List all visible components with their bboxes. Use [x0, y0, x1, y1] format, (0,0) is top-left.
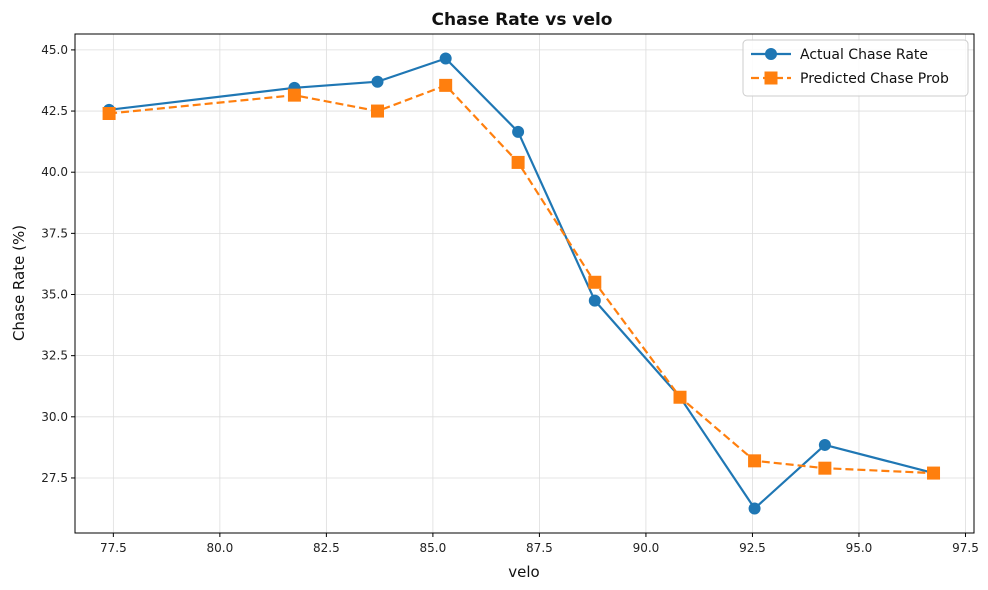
series-layer	[102, 52, 941, 515]
y-tick-label: 37.5	[41, 226, 68, 240]
legend-marker	[764, 71, 778, 85]
series-line	[108, 57, 934, 510]
data-point	[371, 75, 384, 88]
y-tick-label: 27.5	[41, 471, 68, 485]
legend: Actual Chase Rate Predicted Chase Prob	[742, 39, 969, 97]
data-point	[818, 461, 832, 475]
data-point	[927, 466, 941, 480]
x-axis-title: velo	[508, 563, 539, 581]
x-tick-label: 90.0	[633, 541, 660, 555]
x-tick-label: 87.5	[526, 541, 553, 555]
data-point	[673, 390, 687, 404]
data-point	[371, 104, 385, 118]
data-point	[748, 502, 761, 515]
data-point	[748, 454, 762, 468]
data-point	[512, 125, 525, 138]
y-tick-label: 42.5	[41, 104, 68, 118]
y-axis-title: Chase Rate (%)	[10, 225, 28, 341]
data-point	[287, 88, 301, 102]
x-tick-label: 80.0	[207, 541, 234, 555]
x-axis: 77.5 80.0 82.5 85.0 87.5 90.0 92.5 95.0 97.5	[100, 533, 979, 555]
x-tick-label: 97.5	[952, 541, 979, 555]
x-tick-label: 85.0	[420, 541, 447, 555]
plot-area-frame	[74, 33, 975, 534]
series-2	[102, 78, 941, 480]
data-point	[439, 52, 452, 65]
y-tick-label: 32.5	[41, 349, 68, 363]
data-point	[511, 155, 525, 169]
chart-title: Chase Rate vs velo	[432, 10, 613, 30]
data-point	[439, 78, 453, 92]
legend-marker	[765, 48, 777, 60]
y-tick-label: 35.0	[41, 288, 68, 302]
series-line	[108, 84, 934, 475]
data-point	[818, 438, 831, 451]
x-tick-label: 82.5	[313, 541, 340, 555]
y-tick-label: 30.0	[41, 410, 68, 424]
x-tick-label: 92.5	[739, 541, 766, 555]
legend-label: Actual Chase Rate	[800, 47, 928, 63]
y-tick-label: 40.0	[41, 165, 68, 179]
x-tick-label: 95.0	[846, 541, 873, 555]
x-tick-label: 77.5	[100, 541, 127, 555]
data-point	[102, 106, 116, 120]
y-axis: 27.5 30.0 32.5 35.0 37.5 40.0 42.5 45.0	[41, 43, 75, 485]
legend-box	[742, 39, 969, 97]
data-point	[588, 294, 601, 307]
legend-label: Predicted Chase Prob	[800, 71, 949, 87]
data-point	[588, 275, 602, 289]
y-tick-label: 45.0	[41, 43, 68, 57]
